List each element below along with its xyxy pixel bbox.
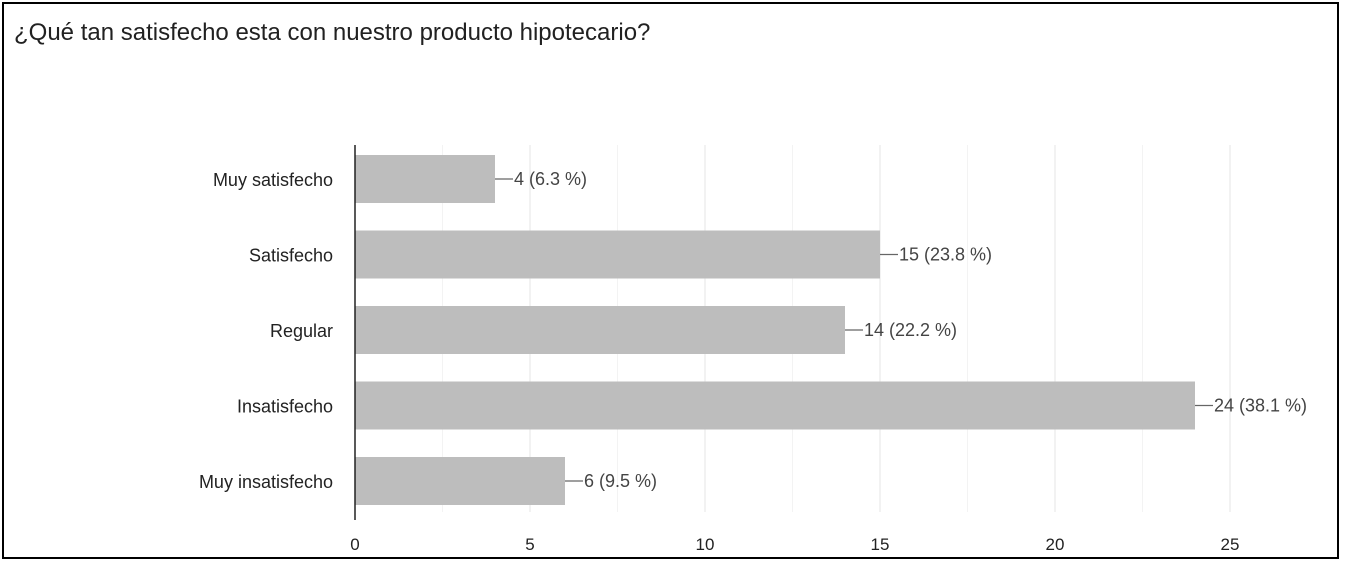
bar — [355, 306, 845, 354]
bar — [355, 155, 495, 203]
bar — [355, 230, 880, 279]
x-tick-label: 25 — [1221, 535, 1240, 554]
x-tick-label: 15 — [871, 535, 890, 554]
data-label: 14 (22.2 %) — [864, 320, 957, 340]
bar — [355, 457, 565, 505]
category-label: Muy insatisfecho — [199, 472, 333, 492]
category-label: Muy satisfecho — [213, 170, 333, 190]
data-label: 4 (6.3 %) — [514, 169, 587, 189]
chart-title: ¿Qué tan satisfecho esta con nuestro pro… — [14, 19, 651, 46]
x-tick-label: 0 — [350, 535, 359, 554]
category-label: Insatisfecho — [237, 397, 333, 417]
x-tick-label: 5 — [525, 535, 534, 554]
data-label: 6 (9.5 %) — [584, 471, 657, 491]
data-label: 24 (38.1 %) — [1214, 396, 1307, 416]
x-tick-label: 10 — [696, 535, 715, 554]
category-label: Regular — [270, 321, 333, 341]
x-tick-label: 20 — [1046, 535, 1065, 554]
data-label: 15 (23.8 %) — [899, 245, 992, 265]
category-label: Satisfecho — [249, 246, 333, 266]
bar — [355, 381, 1195, 430]
